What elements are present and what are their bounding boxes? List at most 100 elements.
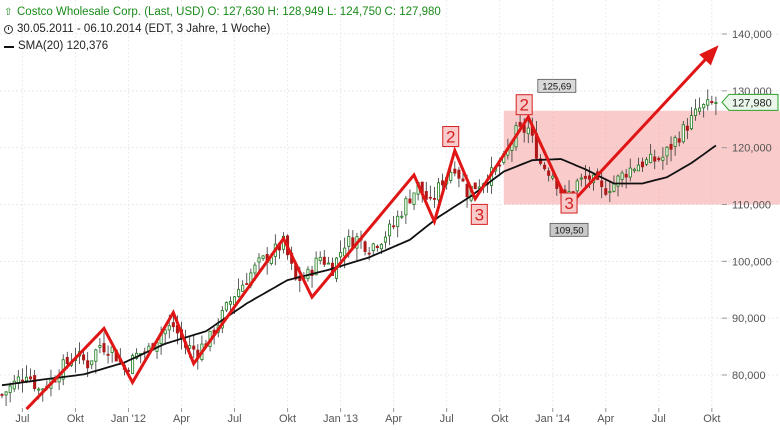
- candle-body: [82, 354, 86, 361]
- candle-body: [383, 236, 387, 243]
- candle-body: [600, 180, 604, 188]
- candle-body: [171, 322, 175, 328]
- candle-body: [694, 108, 698, 116]
- candle-body: [412, 192, 416, 205]
- legend-date-range: 30.05.2011 - 06.10.2014 (EDT, 3 Jahre, 1…: [17, 23, 271, 35]
- candle-body: [473, 182, 477, 190]
- x-tick-label: Okt: [491, 413, 508, 425]
- candle-body: [441, 180, 445, 186]
- wave-label-box: [442, 126, 460, 148]
- candle-body: [241, 284, 245, 292]
- candle-body: [689, 115, 693, 130]
- candle-body: [102, 343, 106, 353]
- x-tick-label: Jul: [228, 413, 242, 425]
- legend-range-row: 30.05.2011 - 06.10.2014 (EDT, 3 Jahre, 1…: [4, 21, 441, 38]
- x-tick-label: Jul: [652, 413, 666, 425]
- candle-body: [575, 180, 579, 192]
- y-tick-label: 90,000: [732, 313, 766, 325]
- candle-body: [237, 289, 241, 297]
- legend-title: Costco Wholesale Corp. (Last, USD) O: 12…: [17, 6, 441, 18]
- candle-body: [706, 99, 710, 106]
- x-tick-label: Jul: [15, 413, 29, 425]
- candle-body: [322, 256, 326, 265]
- candle-body: [163, 329, 167, 335]
- candle-body: [628, 167, 632, 178]
- y-tick-label: 120,000: [732, 143, 772, 155]
- candle-body: [673, 137, 677, 147]
- candle-body: [408, 198, 412, 204]
- candle-body: [375, 245, 379, 249]
- candle-body: [224, 302, 228, 311]
- legend-sma: SMA(20) 120,376: [18, 40, 109, 52]
- x-tick-label: Apr: [173, 413, 190, 425]
- candle-body: [612, 183, 616, 192]
- candle-body: [388, 223, 392, 237]
- candle-body: [371, 243, 375, 252]
- candle-body: [640, 161, 645, 168]
- candle-body: [98, 345, 102, 348]
- candle-body: [587, 175, 591, 180]
- candle-body: [228, 301, 232, 305]
- candle-body: [571, 191, 575, 194]
- candle-body: [318, 256, 322, 261]
- candle-body: [636, 164, 640, 172]
- candle-body: [649, 153, 653, 163]
- candle-body: [404, 198, 408, 216]
- candle-body: [396, 215, 400, 227]
- candle-body: [624, 173, 628, 178]
- candle-body: [90, 360, 94, 366]
- x-tick-label: Okt: [67, 413, 84, 425]
- high-value-box: [537, 78, 577, 93]
- candle-body: [681, 124, 685, 143]
- candle-body: [245, 283, 249, 285]
- candle-body: [33, 375, 37, 389]
- candle-body: [714, 102, 718, 104]
- candle-body: [0, 394, 4, 396]
- legend-title-row: ⇧ Costco Wholesale Corp. (Last, USD) O: …: [4, 4, 441, 21]
- candle-body: [702, 104, 706, 109]
- x-tick-label: Apr: [385, 413, 402, 425]
- y-tick-label: 140,000: [732, 29, 772, 41]
- x-tick-label: Okt: [703, 413, 720, 425]
- candle-body: [608, 191, 612, 193]
- candle-body: [261, 255, 265, 259]
- candle-body: [379, 243, 383, 250]
- candle-body: [192, 345, 196, 350]
- candle-body: [685, 125, 689, 131]
- chevron-up-icon: ⇧: [4, 7, 13, 18]
- candle-body: [432, 197, 436, 200]
- x-tick-label: Apr: [597, 413, 614, 425]
- candle-body: [477, 186, 481, 189]
- candle-body: [498, 164, 502, 167]
- candle-body: [257, 257, 261, 263]
- candle-body: [677, 138, 681, 143]
- x-tick-label: Jul: [440, 413, 454, 425]
- candle-body: [253, 264, 257, 274]
- x-tick-label: Jan '14: [535, 413, 570, 425]
- candle-body: [110, 346, 114, 353]
- wave-label-box: [560, 192, 578, 214]
- candle-body: [457, 169, 461, 179]
- candle-body: [392, 225, 396, 228]
- low-value-label: 109,50: [555, 225, 584, 236]
- legend-sma-row: SMA(20) 120,376: [4, 38, 441, 55]
- x-tick-label: Jan '13: [323, 413, 358, 425]
- y-tick-label: 100,000: [732, 256, 772, 268]
- candle-body: [29, 376, 33, 380]
- candle-body: [543, 164, 547, 170]
- candle-body: [37, 388, 41, 391]
- candle-body: [86, 360, 90, 369]
- wave-label: 2: [446, 128, 455, 147]
- candle-body: [518, 121, 522, 127]
- range-box: [503, 110, 780, 205]
- candle-body: [583, 175, 587, 179]
- candle-body: [547, 170, 551, 176]
- candle-body: [347, 236, 351, 247]
- candle-body: [710, 100, 714, 104]
- candle-body: [604, 188, 608, 195]
- last-price-badge: [721, 93, 779, 111]
- candle-body: [314, 257, 318, 276]
- candle-body: [653, 156, 657, 162]
